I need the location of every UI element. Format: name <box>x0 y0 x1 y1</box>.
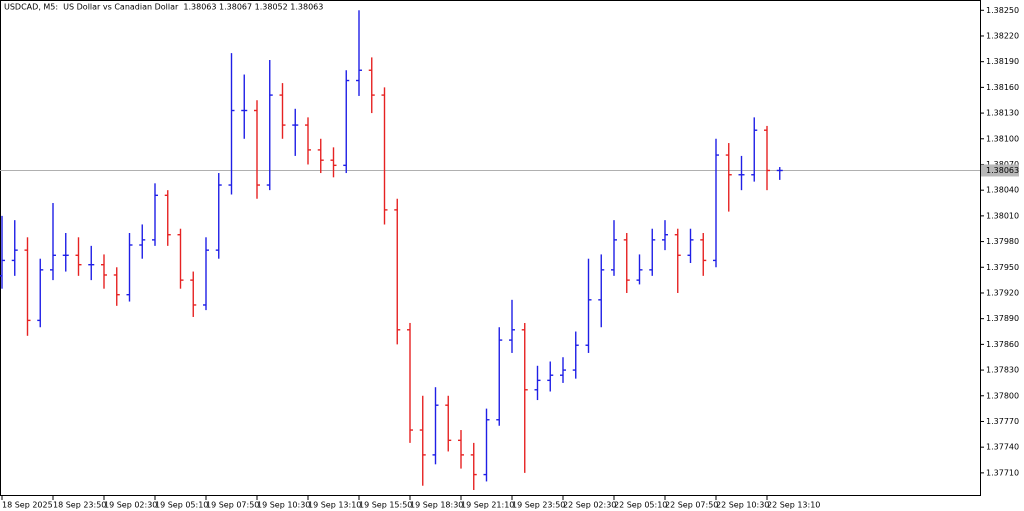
x-tick-label: 22 Sep 02:30 <box>563 501 616 510</box>
y-tick-label: 1.37800 <box>986 391 1019 400</box>
x-tick-label: 22 Sep 07:50 <box>665 501 718 510</box>
y-tick-label: 1.37860 <box>986 340 1019 349</box>
x-tick-label: 22 Sep 13:10 <box>767 501 820 510</box>
x-tick-label: 19 Sep 05:10 <box>155 501 208 510</box>
y-tick-label: 1.37950 <box>986 263 1019 272</box>
chart-title: USDCAD, M5: US Dollar vs Canadian Dollar… <box>4 3 323 12</box>
x-tick-label: 19 Sep 02:30 <box>104 501 157 510</box>
x-tick-label: 19 Sep 15:50 <box>359 501 412 510</box>
y-tick-label: 1.38220 <box>986 31 1019 40</box>
x-tick-label: 18 Sep 2025 <box>2 501 53 510</box>
y-tick-label: 1.37710 <box>986 468 1019 477</box>
last-price-box <box>981 164 1019 177</box>
plot-frame <box>0 0 981 496</box>
y-tick-label: 1.38190 <box>986 57 1019 66</box>
y-tick-label: 1.38250 <box>986 6 1019 15</box>
y-tick-label: 1.37920 <box>986 288 1019 297</box>
y-tick-label: 1.37890 <box>986 314 1019 323</box>
y-tick-label: 1.37740 <box>986 443 1019 452</box>
y-tick-label: 1.37770 <box>986 417 1019 426</box>
y-tick-label: 1.38010 <box>986 211 1019 220</box>
x-tick-label: 19 Sep 10:30 <box>257 501 310 510</box>
last-price-label: 1.38063 <box>986 166 1019 175</box>
x-tick-label: 19 Sep 18:30 <box>410 501 463 510</box>
y-tick-label: 1.37980 <box>986 237 1019 246</box>
x-tick-label: 19 Sep 07:50 <box>206 501 259 510</box>
y-tick-label: 1.38160 <box>986 83 1019 92</box>
y-tick-label: 1.38130 <box>986 109 1019 118</box>
x-tick-label: 19 Sep 21:10 <box>461 501 514 510</box>
x-tick-label: 22 Sep 05:10 <box>614 501 667 510</box>
x-tick-label: 19 Sep 13:10 <box>308 501 361 510</box>
y-tick-label: 1.38100 <box>986 134 1019 143</box>
x-tick-label: 18 Sep 23:50 <box>53 501 106 510</box>
y-tick-label: 1.37830 <box>986 366 1019 375</box>
x-tick-label: 22 Sep 10:30 <box>716 501 769 510</box>
x-tick-label: 19 Sep 23:50 <box>512 501 565 510</box>
y-tick-label: 1.38040 <box>986 186 1019 195</box>
